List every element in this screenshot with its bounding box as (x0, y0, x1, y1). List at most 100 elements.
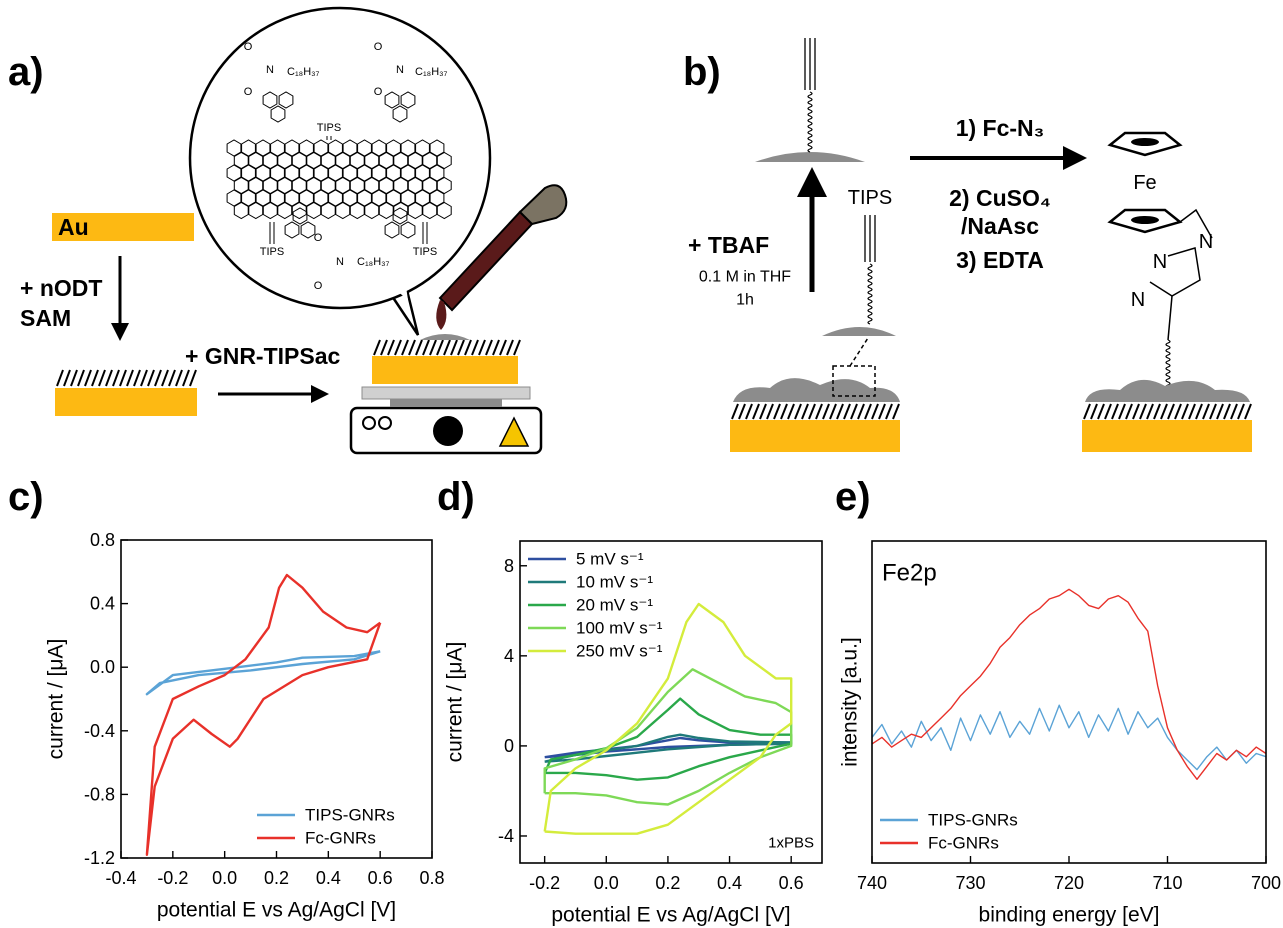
sam-chain (787, 403, 795, 420)
legend-label: 20 mV s⁻¹ (576, 596, 653, 615)
sam-chain (154, 369, 162, 387)
zoom-line (849, 337, 869, 367)
ring (415, 139, 430, 157)
ring (241, 139, 256, 157)
sam-chain (1209, 403, 1217, 420)
atom: N (396, 64, 404, 76)
panel-label: e) (835, 475, 871, 519)
sam-chain (738, 403, 746, 420)
ring (262, 201, 278, 220)
ring (335, 201, 351, 220)
ring (320, 151, 336, 170)
sam-chain (1132, 403, 1140, 420)
sam-chain (1097, 403, 1105, 420)
ring (415, 164, 430, 182)
ring (422, 151, 438, 170)
sam-chain (147, 369, 155, 387)
sam-chain (422, 339, 430, 356)
legend-label: 250 mV s⁻¹ (576, 642, 663, 661)
sam-chain (1160, 403, 1168, 420)
ring (407, 201, 423, 220)
sam-chain (1244, 403, 1252, 420)
ring (342, 139, 358, 157)
sam-chain (56, 369, 64, 387)
sam-chain (850, 403, 858, 420)
sam-chain (1146, 403, 1154, 420)
sam-chain (1181, 403, 1189, 420)
ring (291, 151, 307, 170)
sam-chain (1216, 403, 1224, 420)
y-tick-label: -4 (498, 826, 514, 846)
sam-chain (1202, 403, 1210, 420)
ring (313, 139, 329, 157)
sam-chain (429, 339, 437, 356)
step-label: SAM (20, 305, 71, 331)
y-tick-label: -0.8 (84, 784, 115, 804)
substituent: C₁₈H₃₇ (357, 256, 390, 268)
ring (429, 189, 445, 207)
sam-chain (745, 403, 753, 420)
ring (371, 139, 387, 157)
ring (291, 176, 307, 195)
ring (349, 176, 365, 195)
x-tick-label: 0.2 (655, 873, 680, 893)
data-line (871, 704, 1267, 771)
ring (284, 139, 300, 157)
x-tick-label: 0.0 (594, 873, 619, 893)
atom: N (1199, 231, 1213, 253)
atom: O (374, 41, 383, 53)
legend-label: TIPS-GNRs (928, 811, 1018, 830)
sam-chain (485, 339, 493, 356)
sam-chain (98, 369, 106, 387)
pipette-bulb (518, 184, 568, 226)
sam-chain (499, 339, 507, 356)
step-label: + GNR-TIPSac (185, 343, 341, 369)
x-tick-label: 720 (1054, 873, 1084, 893)
annotation: Fe2p (882, 560, 937, 587)
substituent: TIPS (317, 122, 341, 134)
plate (361, 386, 531, 400)
ring (400, 189, 416, 207)
ring (262, 91, 278, 109)
sam-chain (1118, 403, 1126, 420)
ring (226, 189, 242, 207)
ring (226, 164, 242, 182)
ring (393, 151, 409, 170)
y-axis-label: intensity [a.u.] (839, 637, 862, 767)
sam-chain (112, 369, 120, 387)
sam-chain (1111, 403, 1119, 420)
reaction-step: 1) Fc-N₃ (956, 115, 1045, 141)
y-tick-label: 0 (504, 736, 514, 756)
gnr (822, 327, 896, 336)
knob (433, 416, 463, 446)
sam-chain (77, 369, 85, 387)
ring (284, 189, 300, 207)
label: Au (58, 214, 89, 240)
sam-chain (380, 339, 388, 356)
x-tick-label: 0.8 (419, 868, 444, 888)
ring (278, 91, 294, 109)
sam-chain (864, 403, 872, 420)
ring (299, 139, 314, 157)
drop (436, 300, 447, 330)
gnr-film (1085, 379, 1250, 402)
ring (415, 189, 430, 207)
ring (241, 189, 256, 207)
ring (364, 176, 380, 195)
ring (226, 139, 242, 157)
atom: O (244, 41, 253, 53)
sam-chain (1188, 403, 1196, 420)
ring (262, 151, 278, 170)
sam-chain (843, 403, 851, 420)
atom: O (314, 280, 323, 292)
atom: N (1153, 251, 1167, 273)
ring (342, 189, 358, 207)
ring (306, 201, 322, 220)
sam-chain (401, 339, 409, 356)
legend-label: 100 mV s⁻¹ (576, 619, 663, 638)
sam-chain (91, 369, 99, 387)
ring (371, 189, 387, 207)
x-tick-label: 0.0 (212, 868, 237, 888)
